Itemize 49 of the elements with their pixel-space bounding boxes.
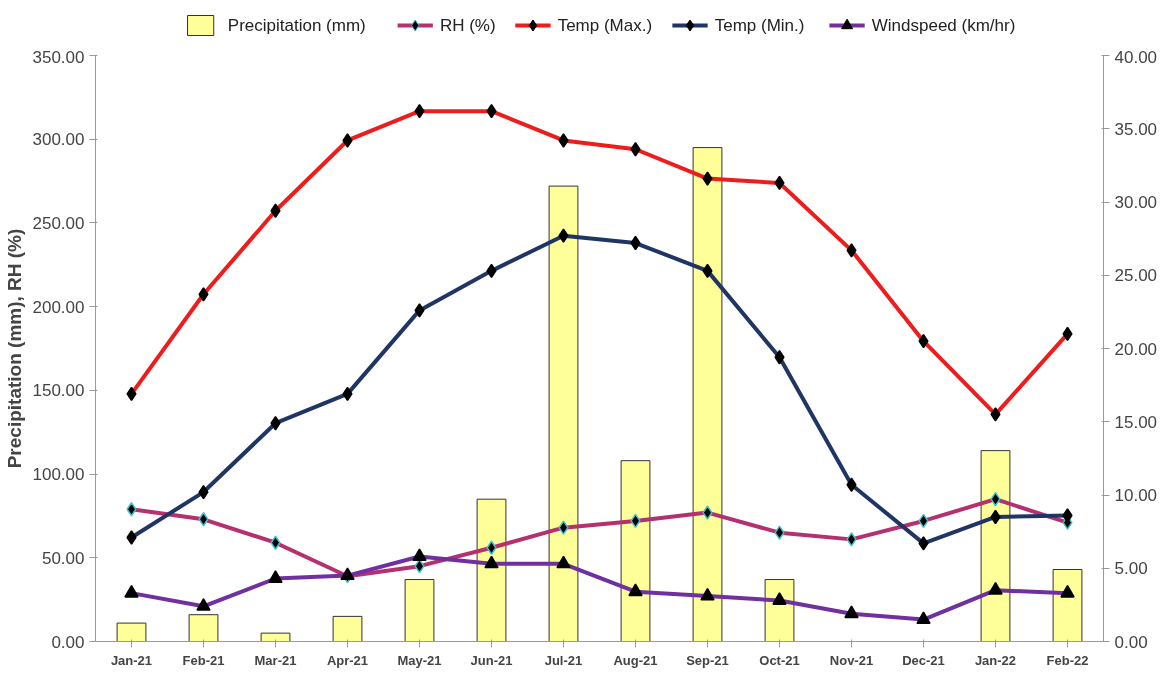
x-tick-label: Jun-21 — [470, 652, 513, 668]
y-axis-title: Precipitation (mm), RH (%) — [3, 228, 25, 469]
legend-label: Temp (Min.) — [714, 16, 805, 35]
y-tick-label: 200.00 — [32, 297, 85, 317]
y-tick-label: 250.00 — [32, 213, 85, 233]
bar — [188, 614, 219, 642]
x-tick-label: Dec-21 — [902, 652, 945, 668]
y2-tick-label: 0.00 — [1114, 632, 1148, 652]
x-tick-label: Jan-22 — [974, 652, 1017, 668]
x-tick-label: Jul-21 — [544, 652, 583, 668]
x-tick-label: Mar-21 — [254, 652, 297, 668]
y2-tick-label: 25.00 — [1114, 266, 1158, 286]
x-tick-label: Feb-22 — [1046, 652, 1089, 668]
bar — [620, 460, 651, 642]
bar — [548, 185, 579, 642]
bar — [116, 622, 147, 642]
y-tick-label: 100.00 — [32, 465, 85, 485]
legend-label: Windspeed (km/hr) — [871, 16, 1016, 35]
x-tick-label: Jan-21 — [110, 652, 153, 668]
x-tick-label: Aug-21 — [613, 652, 658, 668]
legend-label: Precipitation (mm) — [227, 16, 366, 35]
y2-tick-label: 15.00 — [1114, 412, 1158, 432]
x-tick-label: Feb-21 — [182, 652, 225, 668]
bar — [404, 579, 435, 642]
bar — [980, 450, 1011, 642]
legend-label: Temp (Max.) — [557, 16, 653, 35]
y2-tick-label: 10.00 — [1114, 486, 1158, 505]
y2-tick-label: 20.00 — [1114, 339, 1158, 359]
x-tick-label: Nov-21 — [829, 652, 874, 668]
bar — [1052, 569, 1083, 642]
y-tick-label: 0.00 — [51, 632, 85, 652]
bar — [260, 632, 291, 642]
y-tick-label: 150.00 — [32, 381, 85, 401]
bar — [476, 498, 507, 642]
legend-label: RH (%) — [439, 16, 496, 35]
y2-tick-label: 30.00 — [1114, 193, 1158, 212]
y-tick-label: 50.00 — [41, 548, 85, 568]
y2-tick-label: 5.00 — [1114, 559, 1148, 579]
y2-tick-label: 35.00 — [1114, 119, 1158, 139]
bar — [692, 147, 723, 642]
bar — [764, 579, 795, 642]
x-tick-label: Sep-21 — [686, 652, 729, 668]
x-tick-label: May-21 — [397, 652, 442, 668]
bar — [332, 615, 363, 642]
y-tick-label: 350.00 — [32, 47, 85, 67]
x-tick-label: Apr-21 — [326, 652, 369, 668]
y-tick-label: 300.00 — [32, 130, 85, 150]
x-tick-label: Oct-21 — [759, 652, 800, 668]
y2-tick-label: 40.00 — [1114, 47, 1158, 67]
